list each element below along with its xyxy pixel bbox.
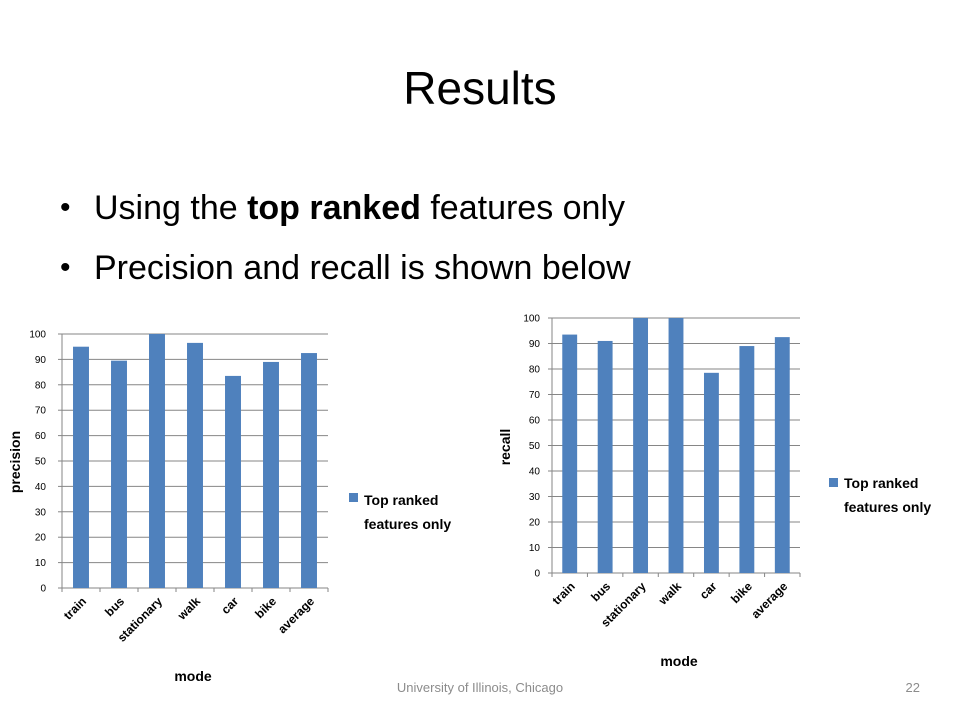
bar xyxy=(739,346,755,573)
bar xyxy=(301,353,317,588)
bar xyxy=(633,318,649,573)
y-tick-label: 80 xyxy=(35,380,47,391)
y-axis-title: recall xyxy=(497,429,513,466)
y-tick-label: 90 xyxy=(529,339,541,350)
x-axis-title: mode xyxy=(660,653,698,669)
bar xyxy=(225,375,241,588)
legend-label-line: features only xyxy=(364,516,451,532)
bar xyxy=(774,337,790,573)
y-tick-label: 70 xyxy=(35,406,47,417)
y-tick-label: 60 xyxy=(35,431,47,442)
y-tick-label: 100 xyxy=(29,330,46,341)
y-tick-label: 40 xyxy=(529,467,541,478)
bullet-text-before: Precision and recall is shown below xyxy=(94,249,631,287)
slide-title: Results xyxy=(403,62,557,114)
page-number: 22 xyxy=(905,680,920,695)
x-axis-title: mode xyxy=(174,668,212,684)
x-tick-label: car xyxy=(697,579,720,602)
bar xyxy=(703,372,719,573)
legend-label-line: Top ranked xyxy=(364,492,438,508)
y-axis-title: precision xyxy=(7,431,23,493)
y-tick-label: 50 xyxy=(35,457,47,468)
y-tick-label: 20 xyxy=(35,533,47,544)
bar xyxy=(597,340,613,573)
bar xyxy=(111,360,127,588)
bar xyxy=(73,346,89,588)
bullet-text-bold: top ranked xyxy=(247,189,421,227)
x-tick-label: bike xyxy=(728,579,755,606)
y-tick-label: 0 xyxy=(40,584,46,595)
legend-label-line: features only xyxy=(844,499,931,515)
x-tick-label: bus xyxy=(588,579,613,604)
y-tick-label: 10 xyxy=(529,543,541,554)
bar xyxy=(263,361,279,588)
bullet-list: Using the top ranked features only Preci… xyxy=(60,178,631,298)
bullet-text-before: Using the xyxy=(94,189,248,227)
y-tick-label: 60 xyxy=(529,416,541,427)
bullet-item: Precision and recall is shown below xyxy=(60,238,631,298)
bar xyxy=(562,334,578,573)
bar xyxy=(668,318,684,573)
bar xyxy=(149,334,165,588)
y-tick-label: 100 xyxy=(523,314,540,325)
y-tick-label: 30 xyxy=(35,507,47,518)
bullet-text-after: features only xyxy=(420,189,626,227)
y-tick-label: 0 xyxy=(534,569,540,580)
y-tick-label: 80 xyxy=(529,365,541,376)
y-tick-label: 20 xyxy=(529,518,541,529)
bar xyxy=(187,342,203,588)
footer-text: University of Illinois, Chicago xyxy=(396,680,564,695)
legend-swatch xyxy=(829,478,838,487)
y-tick-label: 70 xyxy=(529,390,541,401)
legend-swatch xyxy=(349,493,358,502)
x-tick-label: walk xyxy=(655,579,684,608)
legend-label-line: Top ranked xyxy=(844,475,918,491)
y-tick-label: 50 xyxy=(529,441,541,452)
x-tick-label: average xyxy=(748,579,790,621)
bullet-item: Using the top ranked features only xyxy=(60,178,631,238)
y-tick-label: 40 xyxy=(35,482,47,493)
y-tick-label: 30 xyxy=(529,492,541,503)
x-tick-label: train xyxy=(550,579,578,607)
y-tick-label: 10 xyxy=(35,558,47,569)
y-tick-label: 90 xyxy=(35,355,47,366)
